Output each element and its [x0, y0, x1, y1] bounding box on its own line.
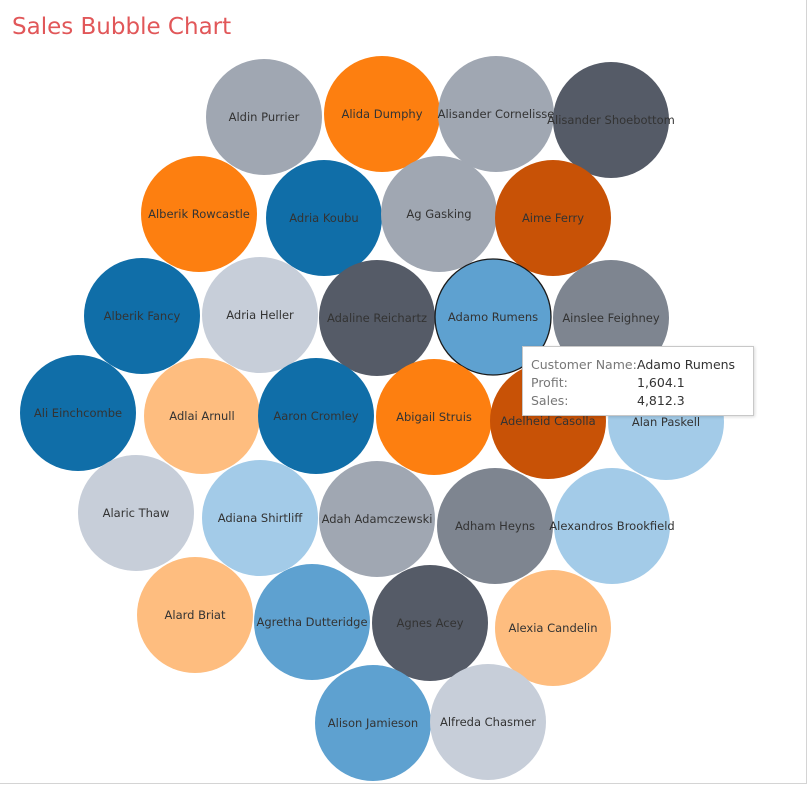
bubble-adah-adamczewski[interactable]: Adah Adamczewski — [319, 461, 435, 577]
bubble-circle[interactable] — [381, 156, 497, 272]
bubble-adlai-arnull[interactable]: Adlai Arnull — [144, 358, 260, 474]
bubble-circle[interactable] — [315, 665, 431, 781]
bubble-circle[interactable] — [258, 358, 374, 474]
bubble-circle[interactable] — [137, 557, 253, 673]
bubble-agretha-dutteridge[interactable]: Agretha Dutteridge — [254, 564, 370, 680]
bubble-alaric-thaw[interactable]: Alaric Thaw — [78, 455, 194, 571]
bubble-circle[interactable] — [202, 460, 318, 576]
bubble-abigail-struis[interactable]: Abigail Struis — [376, 359, 492, 475]
bubble-circle[interactable] — [202, 257, 318, 373]
bubble-circle[interactable] — [495, 160, 611, 276]
bubble-aime-ferry[interactable]: Aime Ferry — [495, 160, 611, 276]
bubble-circle[interactable] — [430, 664, 546, 780]
bubble-alisander-cornelisse[interactable]: Alisander Cornelisse — [438, 56, 555, 172]
bubble-alisander-shoebottom[interactable]: Alisander Shoebottom — [547, 62, 675, 178]
bubble-circle[interactable] — [376, 359, 492, 475]
tooltip-label: Customer Name: — [531, 357, 637, 372]
bubble-circle[interactable] — [319, 461, 435, 577]
bubble-adria-heller[interactable]: Adria Heller — [202, 257, 318, 373]
bubble-circle[interactable] — [206, 59, 322, 175]
bubble-agnes-acey[interactable]: Agnes Acey — [372, 565, 488, 681]
bubble-alida-dumphy[interactable]: Alida Dumphy — [324, 56, 440, 172]
bubble-alison-jamieson[interactable]: Alison Jamieson — [315, 665, 431, 781]
bubble-circle[interactable] — [141, 156, 257, 272]
tooltip-value: Adamo Rumens — [637, 357, 736, 372]
bubble-alexandros-brookfield[interactable]: Alexandros Brookfield — [549, 468, 675, 584]
bubble-adria-koubu[interactable]: Adria Koubu — [266, 160, 382, 276]
bubble-circle[interactable] — [437, 468, 553, 584]
tooltip-value: 4,812.3 — [637, 393, 685, 408]
bubble-aldin-purrier[interactable]: Aldin Purrier — [206, 59, 322, 175]
tooltip-value: 1,604.1 — [637, 375, 685, 390]
bubble-adaline-reichartz[interactable]: Adaline Reichartz — [319, 260, 435, 376]
bubble-alfreda-chasmer[interactable]: Alfreda Chasmer — [430, 664, 546, 780]
bubble-ali-einchcombe[interactable]: Ali Einchcombe — [20, 355, 136, 471]
bubble-aaron-cromley[interactable]: Aaron Cromley — [258, 358, 374, 474]
bubble-alberik-rowcastle[interactable]: Alberik Rowcastle — [141, 156, 257, 272]
bubble-circle[interactable] — [495, 570, 611, 686]
bubble-alard-briat[interactable]: Alard Briat — [137, 557, 253, 673]
bubble-adham-heyns[interactable]: Adham Heyns — [437, 468, 553, 584]
bubble-circle[interactable] — [20, 355, 136, 471]
bubble-circle[interactable] — [319, 260, 435, 376]
bubble-circle[interactable] — [372, 565, 488, 681]
bubble-alexia-candelin[interactable]: Alexia Candelin — [495, 570, 611, 686]
bubble-ag-gasking[interactable]: Ag Gasking — [381, 156, 497, 272]
bubble-circle[interactable] — [144, 358, 260, 474]
bubble-circle[interactable] — [84, 258, 200, 374]
tooltip-label: Profit: — [531, 375, 568, 390]
chart-title: Sales Bubble Chart — [12, 14, 232, 40]
bubble-circle[interactable] — [553, 62, 669, 178]
bubble-circle[interactable] — [324, 56, 440, 172]
tooltip-label: Sales: — [531, 393, 569, 408]
bubble-circle[interactable] — [254, 564, 370, 680]
bubble-adiana-shirtliff[interactable]: Adiana Shirtliff — [202, 460, 318, 576]
bubble-circle[interactable] — [554, 468, 670, 584]
bubble-alberik-fancy[interactable]: Alberik Fancy — [84, 258, 200, 374]
bubble-circle[interactable] — [266, 160, 382, 276]
tooltip: Customer Name: Adamo Rumens Profit: 1,60… — [522, 346, 754, 416]
bubble-circle[interactable] — [78, 455, 194, 571]
bubble-circle[interactable] — [438, 56, 554, 172]
